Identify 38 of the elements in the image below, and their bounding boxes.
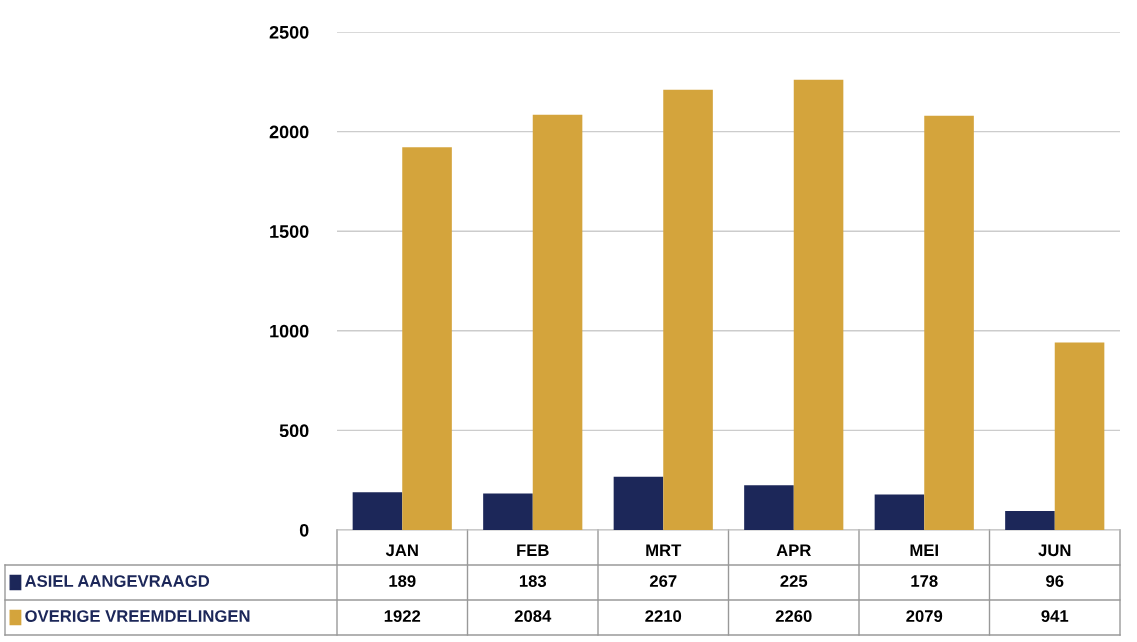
data-label: 267 (649, 575, 677, 587)
data-label: 183 (519, 575, 547, 587)
x-tick-label: FEB (517, 544, 549, 556)
bar (793, 79, 844, 530)
y-tick-label: 500 (279, 424, 309, 438)
y-tick-label: 2000 (269, 125, 309, 139)
data-label: 225 (780, 575, 808, 587)
y-tick-label: 2500 (269, 25, 309, 39)
legend-label: OVERIGE VREEMDELINGEN (25, 610, 250, 622)
data-label: 2084 (514, 610, 552, 622)
x-tick-label: JUN (1038, 544, 1071, 557)
bar (613, 476, 664, 530)
bar (532, 114, 583, 530)
data-label: 1922 (384, 610, 421, 622)
y-tick-label: 1000 (270, 324, 309, 338)
data-label: 189 (389, 575, 416, 587)
x-tick-label: MEI (910, 544, 938, 556)
bar (1005, 510, 1055, 530)
data-label: 941 (1041, 610, 1069, 622)
data-label: 2079 (906, 610, 943, 622)
data-label: 2260 (775, 610, 812, 622)
bar (744, 485, 794, 530)
data-label: 96 (1046, 575, 1064, 587)
bar (402, 147, 452, 530)
bar (352, 492, 403, 530)
bar (1054, 342, 1105, 530)
legend-label: ASIEL AANGEVRAAGD (24, 575, 210, 587)
data-label: 2210 (645, 610, 682, 622)
x-tick-label: MRT (646, 544, 682, 556)
bar (663, 89, 713, 530)
bar (483, 493, 533, 530)
x-tick-label: JAN (385, 544, 418, 557)
y-tick-label: 0 (299, 523, 309, 537)
y-tick-label: 1500 (270, 225, 309, 238)
bar (924, 115, 974, 530)
x-tick-label: APR (776, 544, 811, 556)
data-label: 178 (911, 575, 938, 587)
bar (874, 494, 925, 530)
